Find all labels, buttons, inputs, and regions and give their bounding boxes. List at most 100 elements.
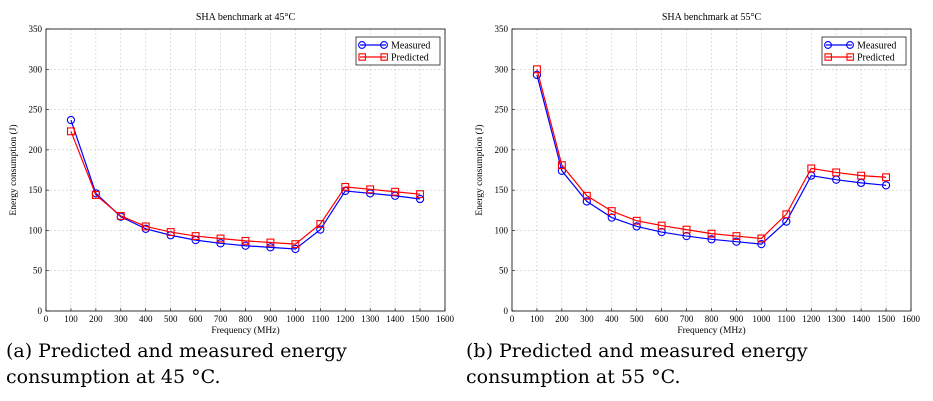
y-tick-label: 350 [495, 24, 509, 34]
x-tick-label: 1500 [411, 314, 430, 324]
x-tick-label: 600 [655, 314, 669, 324]
caption-b-text: Predicted and measured energy consumptio… [466, 340, 808, 388]
y-axis-label: Energy consumption (J) [8, 124, 19, 215]
x-tick-label: 700 [214, 314, 228, 324]
x-tick-label: 1000 [752, 314, 771, 324]
data-point-measured [66, 115, 76, 125]
legend-marker-predicted [358, 53, 366, 61]
y-tick-label: 150 [495, 185, 509, 195]
data-point-predicted [807, 164, 816, 173]
x-tick-label: 100 [64, 314, 78, 324]
data-point-predicted [557, 161, 566, 170]
x-tick-label: 0 [510, 314, 515, 324]
data-point-measured [732, 237, 741, 246]
data-point-predicted [582, 191, 591, 200]
caption-a-text: Predicted and measured energy consumptio… [6, 340, 347, 388]
data-point-predicted [266, 238, 275, 247]
x-tick-label: 0 [44, 314, 49, 324]
x-tick-label: 1100 [777, 314, 795, 324]
y-axis-label: Energy consumption (J) [474, 124, 485, 215]
x-tick-label: 800 [705, 314, 719, 324]
data-point-predicted [857, 171, 866, 180]
data-point-measured [316, 225, 325, 234]
data-point-predicted [391, 187, 400, 196]
x-tick-label: 1300 [827, 314, 846, 324]
x-tick-label: 500 [630, 314, 644, 324]
x-axis-label: Frequency (MHz) [677, 325, 745, 336]
data-point-measured [607, 213, 616, 222]
data-point-measured [216, 239, 225, 248]
data-point-predicted [241, 236, 250, 245]
chart-45c: 0 100 200 300 400 500 600 700 800 900 1000 1100 1200… [8, 12, 455, 336]
x-tick-label: 1600 [436, 314, 455, 324]
data-point-measured [881, 181, 891, 190]
legend-label-measured: Measured [391, 41, 430, 52]
caption-a: (a) Predicted and measured energy consump… [6, 338, 454, 390]
x-tick-label: 1000 [286, 314, 305, 324]
data-point-predicted [116, 211, 125, 220]
x-tick-label: 400 [139, 314, 153, 324]
x-tick-label: 600 [189, 314, 203, 324]
data-point-predicted [757, 234, 766, 243]
x-tick-label: 300 [580, 314, 594, 324]
data-point-predicted [66, 127, 75, 136]
x-tick-label: 800 [239, 314, 253, 324]
x-tick-label: 1600 [902, 314, 921, 324]
data-point-measured [632, 222, 641, 231]
x-tick-label: 200 [89, 314, 103, 324]
series-line-measured [536, 74, 887, 245]
y-tick-label: 100 [495, 225, 509, 235]
data-point-predicted [832, 168, 841, 177]
chart-55c: 0 100 200 300 400 500 600 700 800 900 1000 1100 1200… [474, 12, 921, 336]
legend-label-predicted: Predicted [857, 53, 895, 64]
x-tick-label: 1200 [336, 314, 355, 324]
x-tick-label: 1200 [802, 314, 821, 324]
y-tick-label: 200 [29, 145, 43, 155]
data-point-predicted [632, 216, 641, 225]
chart-title: SHA benchmark at 45°C [196, 12, 296, 23]
data-point-measured [415, 194, 425, 204]
x-tick-label: 1500 [877, 314, 896, 324]
data-point-predicted [657, 221, 666, 230]
y-tick-label: 0 [504, 306, 509, 316]
figure-panel-b: 0 100 200 300 400 500 600 700 800 900 1000 1100 1200… [466, 0, 932, 401]
legend-box [355, 36, 441, 66]
y-tick-label: 50 [499, 266, 509, 276]
caption-a-label: (a) [6, 340, 33, 362]
legend-marker-measured [358, 41, 366, 49]
y-tick-label: 300 [29, 64, 43, 74]
x-tick-label: 900 [264, 314, 278, 324]
legend-marker-predicted [846, 53, 854, 61]
x-tick-label: 1300 [361, 314, 380, 324]
x-tick-label: 200 [555, 314, 569, 324]
data-point-measured [757, 239, 766, 249]
y-tick-label: 250 [29, 105, 43, 115]
chart-title: SHA benchmark at 55°C [662, 12, 762, 23]
legend-label-measured: Measured [857, 41, 896, 52]
data-point-measured [241, 241, 250, 250]
data-point-measured [582, 197, 591, 206]
y-tick-label: 250 [495, 105, 509, 115]
x-tick-label: 1400 [852, 314, 871, 324]
legend-marker-measured [824, 41, 832, 49]
x-tick-label: 400 [605, 314, 619, 324]
legend-marker-predicted [380, 53, 388, 61]
series-line-measured [70, 119, 421, 250]
data-point-measured [266, 243, 275, 252]
data-point-predicted [707, 229, 716, 238]
data-point-predicted [782, 210, 791, 219]
legend-box [821, 36, 907, 66]
y-tick-label: 50 [33, 266, 43, 276]
data-point-predicted [607, 207, 616, 216]
y-tick-label: 300 [495, 64, 509, 74]
caption-b: (b) Predicted and measured energy consump… [466, 338, 922, 390]
data-point-predicted [532, 65, 541, 74]
data-point-predicted [366, 185, 375, 194]
legend-marker-measured [380, 41, 388, 49]
series-line-predicted [70, 131, 421, 245]
data-point-measured [707, 235, 716, 244]
data-point-measured [657, 227, 666, 237]
data-point-predicted [732, 232, 741, 241]
data-point-predicted [341, 182, 350, 191]
data-point-measured [557, 166, 567, 175]
